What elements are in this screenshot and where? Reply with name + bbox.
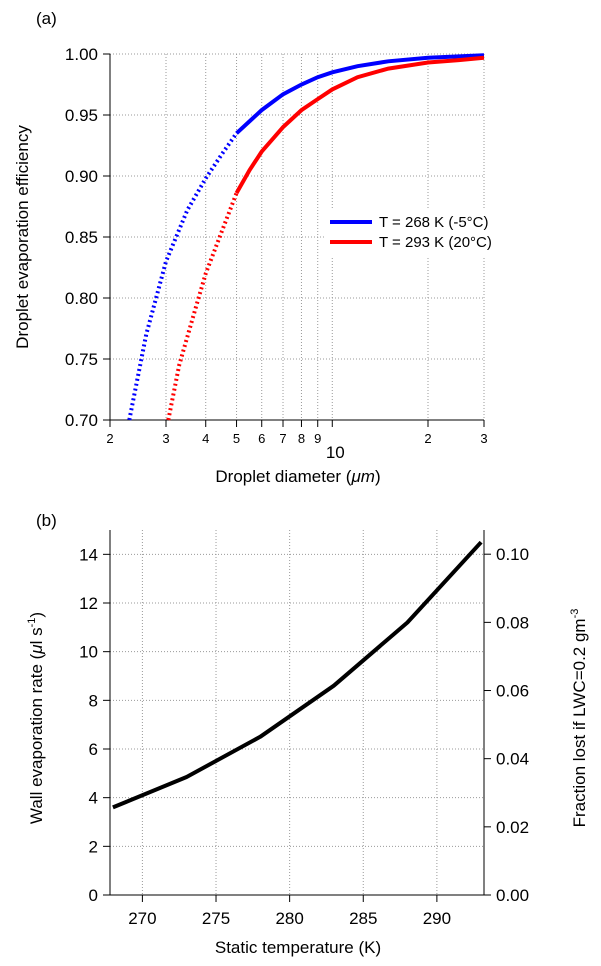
panel-b-y-tick-label: 6 (89, 740, 98, 759)
panel-b-y2-axis-label: Fraction lost if LWC=0.2 gm-3 (569, 609, 589, 828)
panel-b-x-tick-label: 275 (202, 909, 230, 928)
panel-a-y-tick-label: 0.95 (65, 106, 98, 125)
panel-b-y-axis-label: Wall evaporation rate (μl s-1) (26, 612, 46, 824)
panel-a-x-tick-label: 10 (326, 443, 345, 462)
series-293k-dotted-line (166, 192, 239, 421)
panel-b-y-tick-label: 4 (89, 789, 98, 808)
panel-a-y-axis-label: Droplet evaporation efficiency (13, 125, 32, 349)
panel-a-y-tick-label: 0.85 (65, 228, 98, 247)
panel-b-x-axis-label: Static temperature (K) (215, 938, 381, 957)
panel-a-x-tick-label: 2 (424, 431, 431, 446)
panel-a-x-tick-label: 3 (480, 431, 487, 446)
panel-b-y2-tick-label: 0.08 (496, 613, 529, 632)
panel-a-y-tick-label: 1.00 (65, 45, 98, 64)
panel-b-x-tick-label: 280 (275, 909, 303, 928)
panel-b-x-tick-label: 270 (128, 909, 156, 928)
panel-b-x-tick-label: 290 (423, 909, 451, 928)
panel-a-x-tick-label: 6 (258, 431, 265, 446)
legend-label-268k: T = 268 K (-5°C) (379, 214, 489, 231)
panel-a-x-tick-label: 4 (202, 431, 209, 446)
panel-a-x-tick-label: 8 (298, 431, 305, 446)
panel-b-y-tick-label: 14 (79, 545, 98, 564)
panel-b-y2-tick-label: 0.04 (496, 750, 529, 769)
panel-b-y2-tick-label: 0.06 (496, 682, 529, 701)
panel-a-x-tick-label: 9 (314, 431, 321, 446)
panel-a-chart: (a) 2 3 4 5 6 7 8 9 10 2 3 0.70 0.75 0.80 0.85 0.90 0.95… (13, 9, 492, 486)
panel-a-x-tick-label: 5 (233, 431, 240, 446)
panel-b-y-tick-label: 2 (89, 837, 98, 856)
panel-b-x-tick-label: 285 (349, 909, 377, 928)
panel-b-y2-tick-label: 0.10 (496, 545, 529, 564)
panel-a-x-tick-label: 2 (106, 431, 113, 446)
panel-a-y-tick-label: 0.70 (65, 411, 98, 430)
panel-a-y-tick-label: 0.90 (65, 167, 98, 186)
wall-evaporation-rate-line (112, 540, 483, 810)
panel-a-legend: T = 268 K (-5°C) T = 293 K (20°C) (326, 208, 492, 258)
panel-b-y-tick-label: 0 (89, 886, 98, 905)
series-293k-solid-line (234, 55, 485, 195)
panel-a-x-tick-label: 3 (162, 431, 169, 446)
series-268k-solid-line (235, 53, 485, 135)
panel-a-x-axis-label: Droplet diameter (μm) (215, 467, 380, 486)
panel-b-y-tick-label: 8 (89, 691, 98, 710)
panel-a-x-tick-label: 7 (279, 431, 286, 446)
panel-b-y-tick-label: 10 (79, 643, 98, 662)
panel-b-y2-tick-label: 0.00 (496, 886, 529, 905)
panel-b-y-tick-label: 12 (79, 594, 98, 613)
panel-b-y2-tick-label: 0.02 (496, 818, 529, 837)
panel-a-y-tick-label: 0.75 (65, 350, 98, 369)
legend-label-293k: T = 293 K (20°C) (379, 234, 492, 251)
panel-a-y-tick-label: 0.80 (65, 289, 98, 308)
panel-b-label: (b) (36, 511, 57, 530)
panel-a-label: (a) (36, 9, 57, 28)
panel-b-chart: (b) 270 275 280 285 290 0 2 4 6 8 10 12 14 0.00 0.02 0.… (26, 511, 589, 957)
